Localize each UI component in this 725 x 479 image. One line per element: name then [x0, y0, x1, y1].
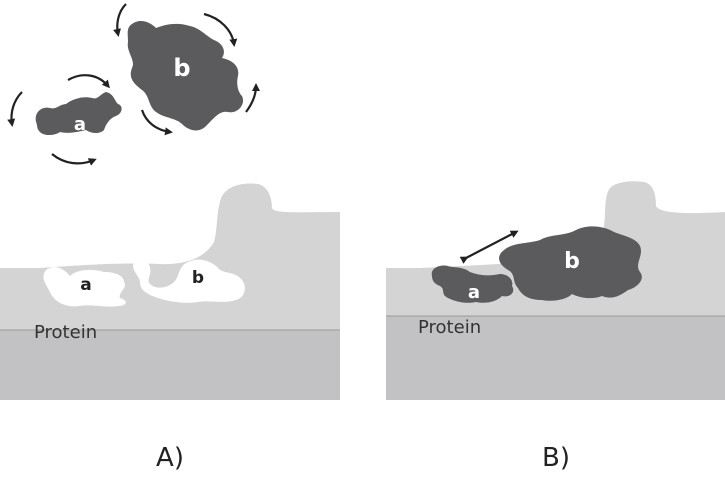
pocket-b — [133, 259, 245, 303]
panel-b: a b Protein B) — [386, 181, 725, 473]
panel-b-protein-label: Protein — [418, 317, 481, 338]
panel-a-protein-label: Protein — [34, 322, 97, 343]
panel-b-protein-body — [386, 316, 725, 400]
panel-a-protein-surface — [0, 183, 340, 330]
fragment-b-free-label: b — [173, 54, 190, 82]
rotation-arrow-icon — [203, 12, 238, 47]
pocket-a — [43, 267, 126, 307]
fragment-b-free — [127, 21, 244, 131]
fragment-a-bound — [431, 265, 514, 303]
pocket-a-label: a — [80, 275, 91, 295]
panel-a-caption: A) — [156, 443, 184, 473]
rotation-arrow-icon — [245, 83, 260, 113]
fragment-a-bound-label: a — [468, 282, 480, 303]
fragment-a-free-label: a — [74, 114, 86, 135]
pocket-b-label: b — [192, 268, 204, 288]
rotation-arrow-icon — [7, 91, 23, 127]
fragment-b-bound-label: b — [564, 249, 580, 274]
linking-arrow-icon — [459, 230, 519, 264]
panel-b-caption: B) — [542, 443, 570, 473]
rotation-arrow-icon — [113, 3, 127, 37]
fragment-a-free — [35, 92, 122, 135]
panel-a: a b Protein a b A) — [0, 3, 340, 473]
rotation-arrow-icon — [51, 153, 97, 166]
panel-a-protein-body — [0, 330, 340, 400]
rotation-arrow-icon — [140, 109, 173, 136]
fragment-b-bound — [499, 226, 642, 301]
rotation-arrow-icon — [67, 74, 110, 89]
